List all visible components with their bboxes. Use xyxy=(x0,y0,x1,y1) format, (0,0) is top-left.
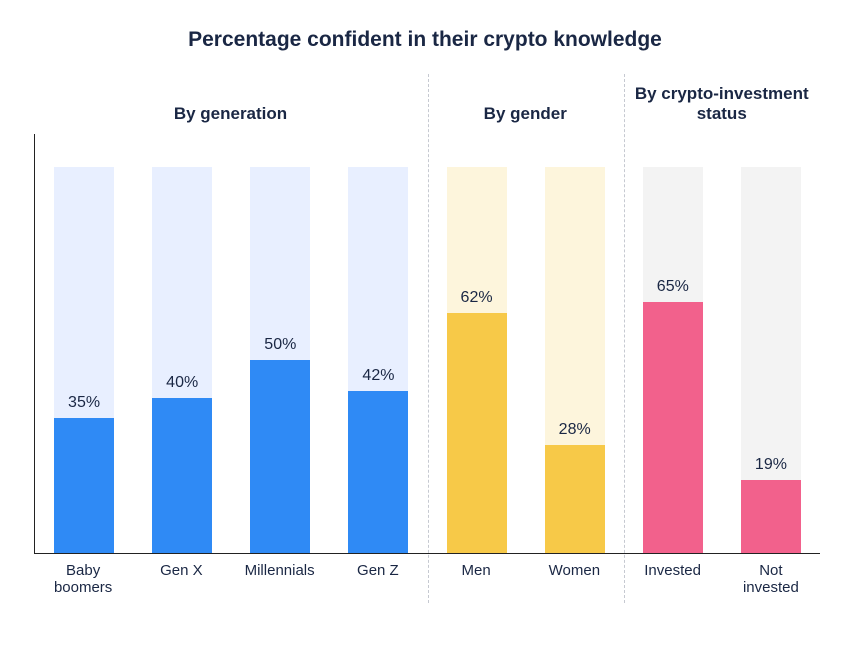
group-header: By generation xyxy=(34,104,427,124)
x-axis-label: Women xyxy=(534,562,614,596)
group-divider xyxy=(624,74,625,603)
bar-background: 19% xyxy=(741,167,801,553)
bar-fill xyxy=(348,391,408,553)
bar-fill xyxy=(545,445,605,553)
bar-slot: 42% xyxy=(348,134,408,553)
bar-fill xyxy=(152,398,212,553)
bar-value-label: 62% xyxy=(447,289,507,307)
bar-value-label: 40% xyxy=(152,374,212,392)
x-label-group: Invested Not invested xyxy=(624,562,821,596)
bar-slot: 35% xyxy=(54,134,114,553)
bar-group: 35% 40% 50% 42% xyxy=(35,134,428,553)
bar-background: 40% xyxy=(152,167,212,553)
bar-background: 62% xyxy=(447,167,507,553)
bar-value-label: 35% xyxy=(54,394,114,412)
bar-group: 65% 19% xyxy=(624,134,820,553)
bar-slot: 40% xyxy=(152,134,212,553)
plot-area: 35% 40% 50% 42% 62% 28% 65% 19% xyxy=(34,134,820,554)
bar-value-label: 65% xyxy=(643,278,703,296)
chart-container: Percentage confident in their crypto kno… xyxy=(0,0,850,662)
bar-slot: 65% xyxy=(643,134,703,553)
bar-slot: 28% xyxy=(545,134,605,553)
bar-fill xyxy=(54,418,114,553)
chart-title: Percentage confident in their crypto kno… xyxy=(30,28,820,52)
x-axis-label: Millennials xyxy=(240,562,320,596)
x-axis-label: Gen Z xyxy=(338,562,418,596)
x-label-group: Baby boomers Gen X Millennials Gen Z xyxy=(34,562,427,596)
group-header: By gender xyxy=(427,104,624,124)
bar-background: 28% xyxy=(545,167,605,553)
bar-slot: 50% xyxy=(250,134,310,553)
x-label-group: Men Women xyxy=(427,562,624,596)
group-header: By crypto-investment status xyxy=(624,84,821,124)
bar-value-label: 42% xyxy=(348,367,408,385)
x-axis-label: Men xyxy=(436,562,516,596)
x-axis-label: Not invested xyxy=(731,562,811,596)
x-axis-label: Gen X xyxy=(141,562,221,596)
bar-fill xyxy=(643,302,703,553)
bar-slot: 19% xyxy=(741,134,801,553)
bar-background: 50% xyxy=(250,167,310,553)
bar-value-label: 28% xyxy=(545,421,605,439)
bar-value-label: 19% xyxy=(741,456,801,474)
x-axis-label: Baby boomers xyxy=(43,562,123,596)
x-axis-label: Invested xyxy=(633,562,713,596)
bar-fill xyxy=(741,480,801,553)
bar-slot: 62% xyxy=(447,134,507,553)
bar-group: 62% 28% xyxy=(428,134,624,553)
bar-background: 65% xyxy=(643,167,703,553)
group-divider xyxy=(428,74,429,603)
bar-value-label: 50% xyxy=(250,336,310,354)
bar-fill xyxy=(447,313,507,553)
bar-background: 42% xyxy=(348,167,408,553)
bar-fill xyxy=(250,360,310,553)
bar-background: 35% xyxy=(54,167,114,553)
